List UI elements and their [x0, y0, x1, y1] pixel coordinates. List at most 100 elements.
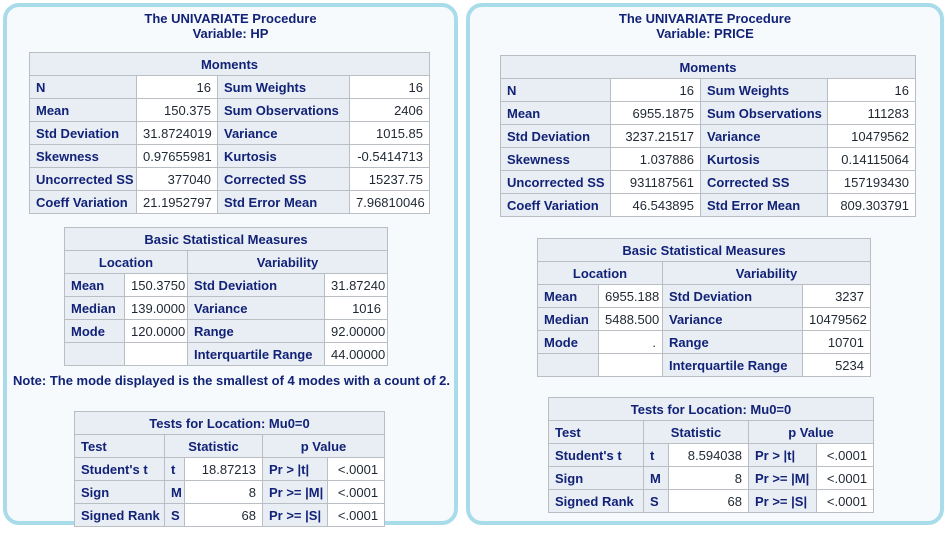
stat-label: Mode [64, 319, 125, 343]
moments-table: Moments N 16 Sum Weights 16 Mean 150.375… [29, 52, 430, 214]
pvalue-label: Pr >= |M| [262, 480, 328, 504]
variability-header: Variability [187, 250, 388, 274]
table-row: Median 139.0000 Variance 1016 [64, 296, 388, 320]
statistic-symbol: S [164, 503, 185, 527]
stat-label: Skewness [29, 144, 137, 168]
stat-value: 31.87240 [324, 273, 388, 297]
table-row: Mean 6955.1875 Sum Observations 111283 [500, 101, 916, 125]
stat-value: 5234 [802, 353, 871, 377]
stat-label: Mean [537, 284, 599, 308]
table-row: Student's t t 18.87213 Pr > |t| <.0001 [74, 457, 386, 481]
stat-label: Std Deviation [29, 121, 137, 145]
table-title: Tests for Location: Mu0=0 [73, 411, 386, 435]
table-row: Skewness 1.037886 Kurtosis 0.14115064 [500, 147, 916, 171]
table-row: Mode . Range 10701 [537, 330, 871, 354]
stat-value: 7.96810046 [349, 190, 430, 214]
stat-value: 3237 [802, 284, 871, 308]
stat-label: Std Error Mean [700, 193, 828, 217]
table-subheader-row: Location Variability [537, 261, 871, 285]
table-title: Moments [29, 52, 430, 76]
table-row: Interquartile Range 44.00000 [64, 342, 388, 366]
stat-label: Range [187, 319, 325, 343]
stat-label: Variance [217, 121, 350, 145]
stat-label: Interquartile Range [187, 342, 325, 366]
stat-value: 1015.85 [349, 121, 430, 145]
stat-label: Mean [64, 273, 125, 297]
stat-value: 16 [827, 78, 916, 102]
table-row: Interquartile Range 5234 [537, 353, 871, 377]
stat-value: 44.00000 [324, 342, 388, 366]
stat-value: 0.97655981 [136, 144, 218, 168]
table-row: Mean 6955.188 Std Deviation 3237 [537, 284, 871, 308]
variable-subtitle: Variable: HP [192, 26, 269, 41]
moments-table: Moments N 16 Sum Weights 16 Mean 6955.18… [500, 55, 916, 217]
stat-value: 150.3750 [124, 273, 188, 297]
stat-label: Kurtosis [217, 144, 350, 168]
stat-label: Uncorrected SS [29, 167, 137, 191]
table-subheader-row: Test Statistic p Value [74, 434, 386, 458]
stat-label: Skewness [500, 147, 611, 171]
pvalue-value: <.0001 [326, 480, 386, 504]
stat-value: 3237.21517 [610, 124, 701, 148]
table-row: Mode 120.0000 Range 92.00000 [64, 319, 388, 343]
test-name: Sign [74, 480, 165, 504]
table-row: Signed Rank S 68 Pr >= |S| <.0001 [74, 503, 386, 527]
statistic-symbol: S [643, 489, 669, 513]
table-row: Sign M 8 Pr >= |M| <.0001 [548, 466, 875, 490]
table-row: Signed Rank S 68 Pr >= |S| <.0001 [548, 489, 875, 513]
stat-value: 377040 [136, 167, 218, 191]
stat-label: Std Error Mean [217, 190, 350, 214]
stat-label: Interquartile Range [662, 353, 803, 377]
stat-value: 92.00000 [324, 319, 388, 343]
table-row: Std Deviation 31.8724019 Variance 1015.8… [29, 121, 430, 145]
stat-value: 5488.500 [598, 307, 663, 331]
stat-label: Mean [29, 98, 137, 122]
statistic-value: 68 [668, 489, 749, 513]
statistic-value: 68 [184, 503, 263, 527]
stat-label: Std Deviation [500, 124, 611, 148]
tests-for-location-table: Tests for Location: Mu0=0 Test Statistic… [547, 397, 875, 513]
pvalue-label: Pr >= |M| [748, 466, 817, 490]
stat-value: . [598, 330, 663, 354]
stat-value: 931187561 [610, 170, 701, 194]
stat-label: Variance [187, 296, 325, 320]
table-row: Student's t t 8.594038 Pr > |t| <.0001 [548, 443, 875, 467]
table-title-row: Moments [500, 55, 916, 79]
statistic-symbol: M [164, 480, 185, 504]
statistic-value: 8 [184, 480, 263, 504]
stat-label [64, 342, 125, 366]
stat-label: Std Deviation [187, 273, 325, 297]
table-title: Basic Statistical Measures [64, 227, 388, 251]
statistic-symbol: t [164, 457, 185, 481]
variable-subtitle: Variable: PRICE [656, 26, 754, 41]
stat-value: 31.8724019 [136, 121, 218, 145]
stat-value: 150.375 [136, 98, 218, 122]
stat-value: 16 [349, 75, 430, 99]
stat-value: 46.543895 [610, 193, 701, 217]
table-subheader-row: Test Statistic p Value [548, 420, 875, 444]
stat-value: 1016 [324, 296, 388, 320]
stat-label: Sum Weights [217, 75, 350, 99]
stat-label: Variance [700, 124, 828, 148]
table-title-row: Basic Statistical Measures [64, 227, 388, 251]
stat-label: Mean [500, 101, 611, 125]
pvalue-label: Pr >= |S| [262, 503, 328, 527]
stat-value: 6955.188 [598, 284, 663, 308]
table-title: Basic Statistical Measures [537, 238, 871, 262]
stat-value: 16 [136, 75, 218, 99]
pvalue-column-header: p Value [261, 434, 386, 458]
stat-label: Coeff Variation [29, 190, 137, 214]
procedure-title: The UNIVARIATE Procedure [144, 11, 317, 26]
statistic-value: 8.594038 [668, 443, 749, 467]
test-column-header: Test [548, 420, 644, 444]
table-row: Mean 150.375 Sum Observations 2406 [29, 98, 430, 122]
stat-value: 10701 [802, 330, 871, 354]
statistic-column-header: Statistic [164, 434, 263, 458]
stat-value: 15237.75 [349, 167, 430, 191]
procedure-title: The UNIVARIATE Procedure [618, 11, 792, 26]
table-title-row: Tests for Location: Mu0=0 [73, 411, 386, 435]
table-row: Median 5488.500 Variance 10479562 [537, 307, 871, 331]
table-title-row: Tests for Location: Mu0=0 [547, 397, 875, 421]
test-name: Signed Rank [74, 503, 165, 527]
stat-value: 21.1952797 [136, 190, 218, 214]
